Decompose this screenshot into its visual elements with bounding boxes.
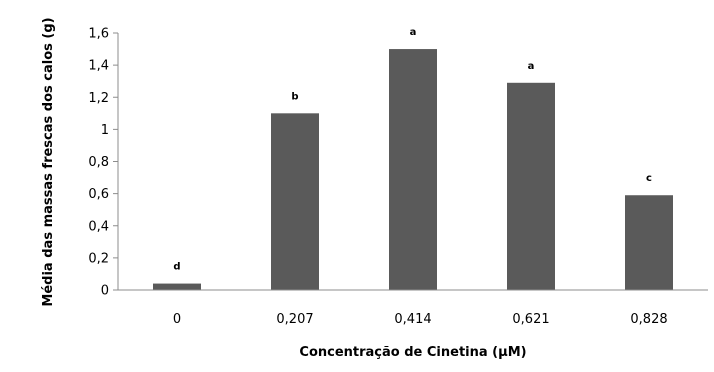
x-tick-label: 0,621 — [512, 312, 549, 327]
bar — [507, 82, 555, 290]
significance-letters: d b a a c — [173, 27, 652, 273]
significance-letter: d — [173, 262, 180, 273]
y-tick-label: 0,4 — [88, 219, 109, 234]
bars — [153, 49, 673, 290]
x-tick-label: 0,828 — [630, 312, 667, 327]
significance-letter: b — [291, 91, 298, 102]
bar — [271, 113, 319, 290]
bar — [153, 283, 201, 290]
x-axis-title: Concentração de Cinetina (µM) — [299, 345, 526, 360]
x-tick-label: 0 — [173, 312, 181, 327]
y-axis-ticks: 0 0,2 0,4 0,6 0,8 1 1,2 1,4 1,6 — [88, 27, 118, 299]
y-tick-label: 1,4 — [88, 59, 109, 74]
bar — [389, 49, 437, 290]
y-tick-label: 0,8 — [88, 155, 109, 170]
y-tick-label: 1 — [101, 123, 109, 138]
x-axis-ticks: 0 0,207 0,414 0,621 0,828 — [173, 312, 668, 327]
significance-letter: a — [410, 27, 417, 38]
y-tick-label: 0,6 — [88, 187, 109, 202]
x-tick-label: 0,414 — [394, 312, 431, 327]
y-tick-label: 0,2 — [88, 251, 109, 266]
bar — [625, 195, 673, 290]
y-axis-title: Média das massas frescas dos calos (g) — [41, 17, 56, 306]
x-tick-label: 0,207 — [276, 312, 313, 327]
significance-letter: c — [646, 173, 652, 184]
y-tick-label: 0 — [101, 284, 109, 299]
y-tick-label: 1,6 — [88, 27, 109, 42]
y-tick-label: 1,2 — [88, 91, 109, 106]
significance-letter: a — [528, 61, 535, 72]
